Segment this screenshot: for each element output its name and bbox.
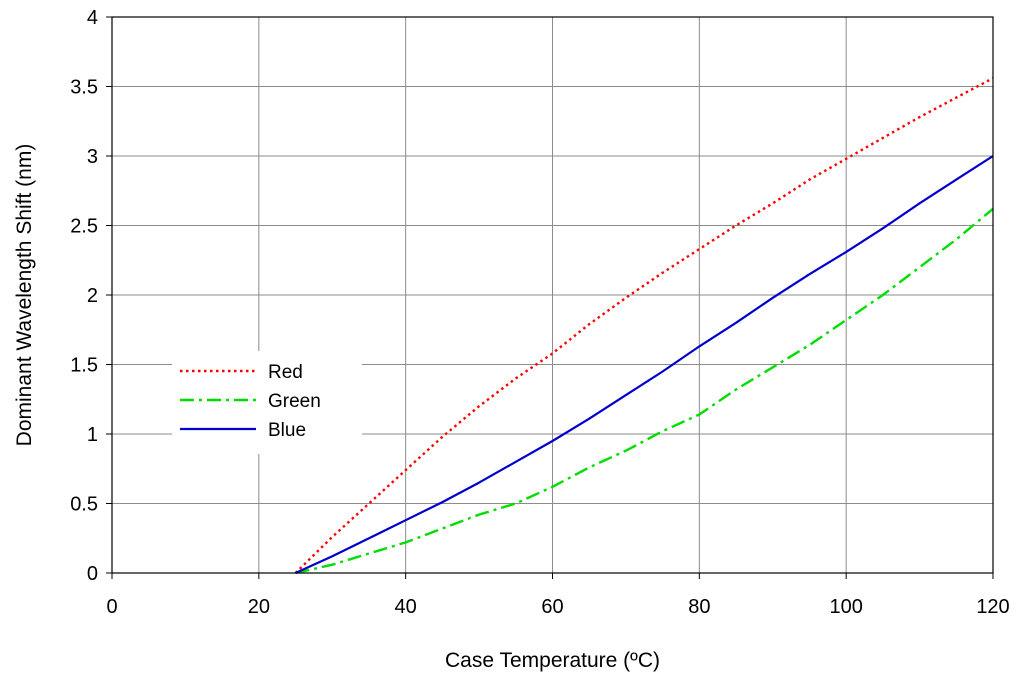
y-tick-label: 2: [87, 285, 98, 307]
x-tick-label: 120: [976, 596, 1009, 618]
grid-lines: [111, 16, 994, 574]
x-tick-label: 80: [688, 596, 710, 618]
y-tick-label: 1.5: [70, 355, 98, 377]
legend-box: [172, 351, 362, 454]
x-axis-title: Case Temperature (ºC): [445, 649, 660, 672]
y-tick-label: 0.5: [70, 494, 98, 516]
y-axis-title: Dominant Wavelength Shift (nm): [13, 144, 36, 447]
x-tick-label: 40: [395, 596, 417, 618]
y-tick-label: 4: [87, 7, 98, 29]
y-tick-label: 2.5: [70, 216, 98, 238]
series-line-green: [295, 207, 994, 575]
y-axis-ticks: 0 0.5 1 1.5 2 2.5 3 3.5 4: [70, 7, 112, 585]
series-line-blue: [295, 155, 994, 575]
x-axis-ticks: 0 20 40 60 80 100 120: [106, 573, 1010, 618]
legend: Red Green Blue: [172, 351, 362, 454]
legend-label-green: Green: [268, 391, 321, 412]
legend-label-blue: Blue: [268, 420, 306, 441]
y-tick-label: 3: [87, 146, 98, 168]
x-tick-label: 100: [829, 596, 862, 618]
legend-label-red: Red: [268, 362, 303, 383]
series-line-red: [294, 77, 994, 574]
y-tick-label: 1: [87, 424, 98, 446]
y-tick-label: 3.5: [70, 77, 98, 99]
y-tick-label: 0: [87, 563, 98, 585]
x-tick-label: 60: [541, 596, 563, 618]
series-lines: [294, 77, 994, 575]
x-tick-label: 20: [248, 596, 270, 618]
x-tick-label: 0: [106, 596, 117, 618]
